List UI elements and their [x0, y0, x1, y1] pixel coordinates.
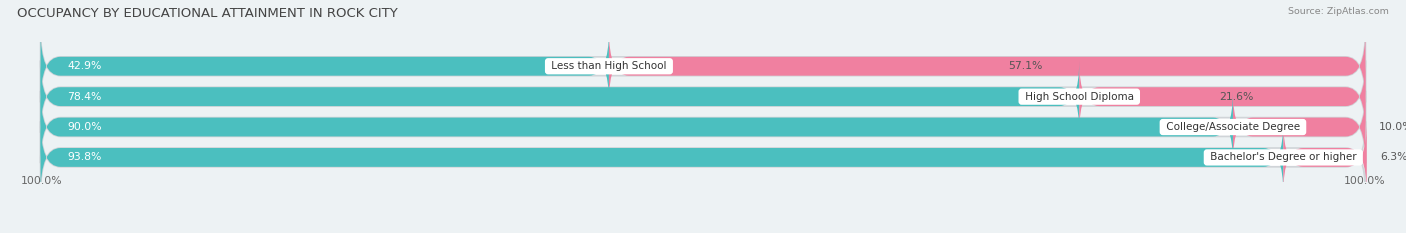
- Text: 90.0%: 90.0%: [67, 122, 101, 132]
- Text: 21.6%: 21.6%: [1219, 92, 1254, 102]
- Text: Source: ZipAtlas.com: Source: ZipAtlas.com: [1288, 7, 1389, 16]
- FancyBboxPatch shape: [41, 121, 1365, 194]
- FancyBboxPatch shape: [41, 30, 609, 103]
- Text: Less than High School: Less than High School: [548, 61, 669, 71]
- FancyBboxPatch shape: [41, 91, 1365, 163]
- Text: High School Diploma: High School Diploma: [1022, 92, 1137, 102]
- Text: 100.0%: 100.0%: [21, 176, 62, 186]
- Text: 93.8%: 93.8%: [67, 152, 101, 162]
- Legend: Owner-occupied, Renter-occupied: Owner-occupied, Renter-occupied: [586, 230, 820, 233]
- Text: 10.0%: 10.0%: [1379, 122, 1406, 132]
- FancyBboxPatch shape: [41, 61, 1080, 133]
- FancyBboxPatch shape: [41, 91, 1233, 163]
- FancyBboxPatch shape: [41, 121, 1284, 194]
- Text: 6.3%: 6.3%: [1381, 152, 1406, 162]
- FancyBboxPatch shape: [609, 30, 1365, 103]
- FancyBboxPatch shape: [1284, 121, 1367, 194]
- Text: OCCUPANCY BY EDUCATIONAL ATTAINMENT IN ROCK CITY: OCCUPANCY BY EDUCATIONAL ATTAINMENT IN R…: [17, 7, 398, 20]
- FancyBboxPatch shape: [1080, 61, 1365, 133]
- Text: 100.0%: 100.0%: [1344, 176, 1385, 186]
- FancyBboxPatch shape: [41, 30, 1365, 103]
- Text: 42.9%: 42.9%: [67, 61, 101, 71]
- Text: 57.1%: 57.1%: [1008, 61, 1042, 71]
- FancyBboxPatch shape: [41, 61, 1365, 133]
- FancyBboxPatch shape: [1233, 91, 1365, 163]
- Text: Bachelor's Degree or higher: Bachelor's Degree or higher: [1206, 152, 1360, 162]
- Text: 78.4%: 78.4%: [67, 92, 101, 102]
- Text: College/Associate Degree: College/Associate Degree: [1163, 122, 1303, 132]
